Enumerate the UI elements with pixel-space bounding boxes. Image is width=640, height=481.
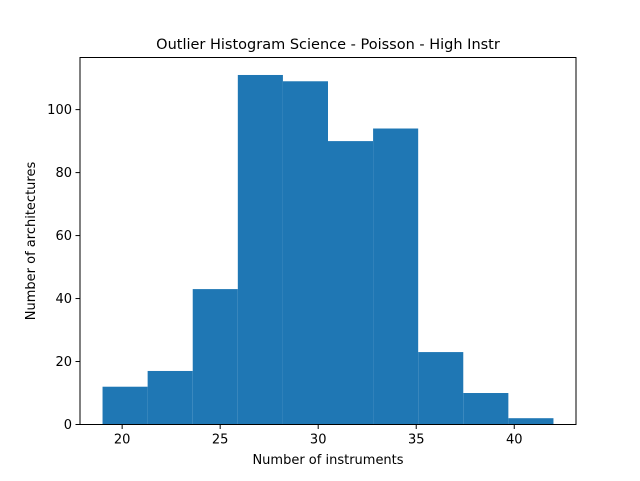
histogram-bar-7 — [418, 352, 464, 425]
histogram-bar-6 — [373, 128, 419, 425]
histogram-bar-1 — [147, 370, 193, 425]
x-axis-label: Number of instruments — [252, 453, 403, 468]
x-tick-label-0: 20 — [114, 433, 131, 448]
histogram-bar-0 — [102, 386, 148, 425]
x-tick-label-2: 30 — [310, 433, 327, 448]
x-tick-label-3: 35 — [408, 433, 425, 448]
y-tick-label-4: 80 — [55, 166, 72, 181]
plot-frame — [79, 57, 577, 425]
histogram-bar-5 — [328, 141, 374, 425]
y-tick-label-3: 60 — [55, 229, 72, 244]
histogram-bar-8 — [463, 393, 509, 425]
histogram-bar-9 — [508, 418, 554, 425]
x-axis-ticks: 20 25 30 35 40 — [114, 424, 523, 448]
y-tick-label-2: 40 — [55, 292, 72, 307]
x-tick-label-1: 25 — [212, 433, 229, 448]
histogram-bar-4 — [282, 81, 328, 425]
bars-group — [102, 74, 554, 425]
y-tick-label-0: 0 — [64, 418, 72, 433]
histogram-bar-2 — [192, 289, 238, 425]
y-axis-label: Number of architectures — [24, 162, 39, 321]
x-tick-label-4: 40 — [506, 433, 523, 448]
histogram-bar-3 — [237, 74, 283, 425]
y-axis-ticks: 0 20 40 60 80 100 — [47, 103, 80, 433]
chart-title: Outlier Histogram Science - Poisson - Hi… — [156, 37, 500, 53]
y-tick-label-5: 100 — [47, 103, 72, 118]
y-tick-label-1: 20 — [55, 355, 72, 370]
